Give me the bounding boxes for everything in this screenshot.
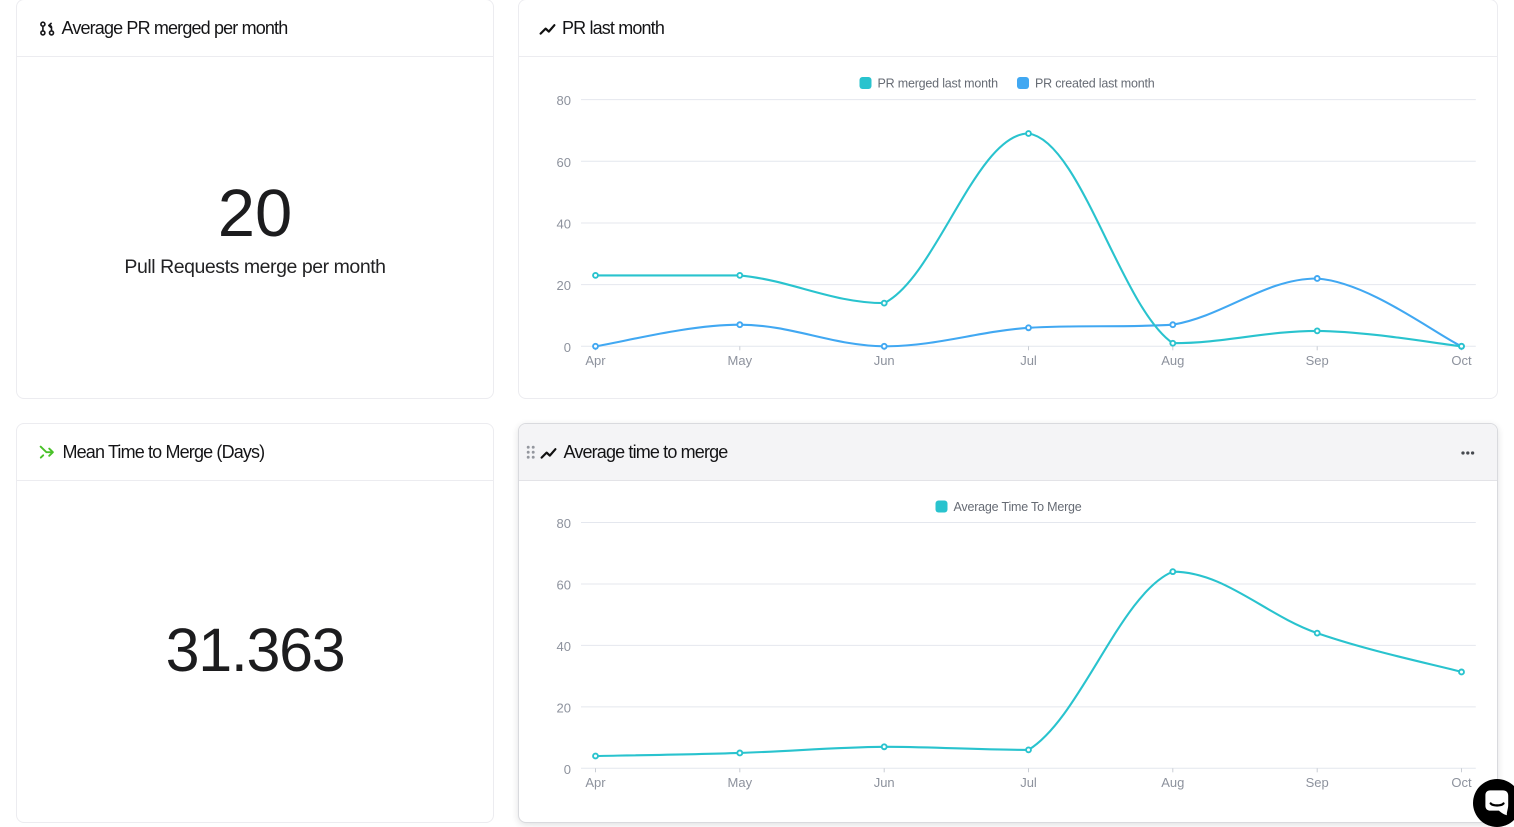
svg-text:Oct: Oct — [1451, 353, 1472, 368]
svg-text:0: 0 — [564, 340, 571, 355]
svg-text:Oct: Oct — [1451, 775, 1472, 790]
svg-text:Sep: Sep — [1306, 353, 1329, 368]
svg-text:PR created last month: PR created last month — [1035, 77, 1155, 91]
svg-text:Sep: Sep — [1306, 775, 1329, 790]
svg-text:Jul: Jul — [1020, 775, 1037, 790]
svg-text:Average Time To Merge: Average Time To Merge — [954, 500, 1082, 514]
svg-text:Apr: Apr — [585, 353, 606, 368]
svg-text:60: 60 — [557, 578, 571, 593]
svg-text:20: 20 — [557, 700, 571, 715]
svg-text:Jun: Jun — [874, 775, 895, 790]
svg-text:Jul: Jul — [1020, 353, 1037, 368]
svg-text:80: 80 — [557, 93, 571, 108]
svg-text:20: 20 — [557, 278, 571, 293]
svg-text:Apr: Apr — [585, 775, 606, 790]
svg-text:80: 80 — [557, 516, 571, 531]
svg-text:May: May — [728, 775, 753, 790]
svg-text:0: 0 — [564, 762, 571, 777]
svg-text:40: 40 — [557, 217, 571, 232]
svg-text:Aug: Aug — [1161, 775, 1184, 790]
svg-text:Jun: Jun — [874, 353, 895, 368]
svg-text:PR merged last month: PR merged last month — [878, 77, 999, 91]
svg-text:40: 40 — [557, 639, 571, 654]
svg-text:Aug: Aug — [1161, 353, 1184, 368]
svg-text:60: 60 — [557, 155, 571, 170]
svg-text:May: May — [728, 353, 753, 368]
